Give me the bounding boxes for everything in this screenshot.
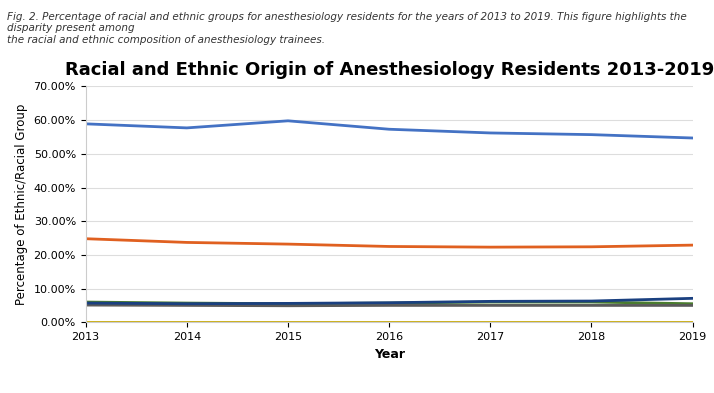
White xyxy=(183,125,191,130)
Line: Asian: Asian xyxy=(86,239,693,247)
Line: White: White xyxy=(86,121,693,138)
Hispanic xyxy=(385,300,393,305)
American Indian/Alaskan xyxy=(385,303,393,308)
Asian xyxy=(688,243,697,248)
Asian xyxy=(385,244,393,249)
Line: Hispanic: Hispanic xyxy=(86,298,693,304)
Native Hawaiian/Pacific Islander xyxy=(283,319,292,324)
Black xyxy=(486,300,495,305)
Text: Fig. 2. Percentage of racial and ethnic groups for anesthesiology residents for : Fig. 2. Percentage of racial and ethnic … xyxy=(7,12,687,45)
Asian xyxy=(183,240,191,245)
Title: Racial and Ethnic Origin of Anesthesiology Residents 2013-2019: Racial and Ethnic Origin of Anesthesiolo… xyxy=(64,61,714,79)
X-axis label: Year: Year xyxy=(373,347,405,360)
White xyxy=(385,127,393,132)
Black xyxy=(587,300,595,305)
American Indian/Alaskan xyxy=(283,303,292,308)
White xyxy=(688,136,697,140)
Native Hawaiian/Pacific Islander xyxy=(486,319,495,324)
Hispanic xyxy=(283,301,292,306)
Native Hawaiian/Pacific Islander xyxy=(688,319,697,324)
Hispanic xyxy=(183,301,191,306)
Native Hawaiian/Pacific Islander xyxy=(183,319,191,324)
White xyxy=(81,121,90,126)
Asian xyxy=(587,244,595,249)
Black xyxy=(385,301,393,305)
Hispanic xyxy=(587,299,595,303)
White xyxy=(587,132,595,137)
Line: American Indian/Alaskan: American Indian/Alaskan xyxy=(86,305,693,306)
Hispanic xyxy=(81,301,90,305)
Asian xyxy=(486,245,495,250)
Line: Black: Black xyxy=(86,302,693,304)
Black xyxy=(283,301,292,306)
American Indian/Alaskan xyxy=(587,303,595,308)
American Indian/Alaskan xyxy=(688,303,697,308)
American Indian/Alaskan xyxy=(486,303,495,308)
Native Hawaiian/Pacific Islander xyxy=(385,319,393,324)
Hispanic xyxy=(688,296,697,301)
American Indian/Alaskan xyxy=(81,303,90,307)
White xyxy=(486,130,495,135)
Asian xyxy=(81,236,90,241)
Black xyxy=(81,300,90,305)
White xyxy=(283,118,292,123)
Black xyxy=(688,301,697,306)
Hispanic xyxy=(486,299,495,304)
Black xyxy=(183,301,191,305)
Native Hawaiian/Pacific Islander xyxy=(81,319,90,324)
Asian xyxy=(283,242,292,246)
American Indian/Alaskan xyxy=(183,303,191,308)
Native Hawaiian/Pacific Islander xyxy=(587,319,595,324)
Y-axis label: Percentage of Ethnic/Racial Group: Percentage of Ethnic/Racial Group xyxy=(15,104,28,305)
